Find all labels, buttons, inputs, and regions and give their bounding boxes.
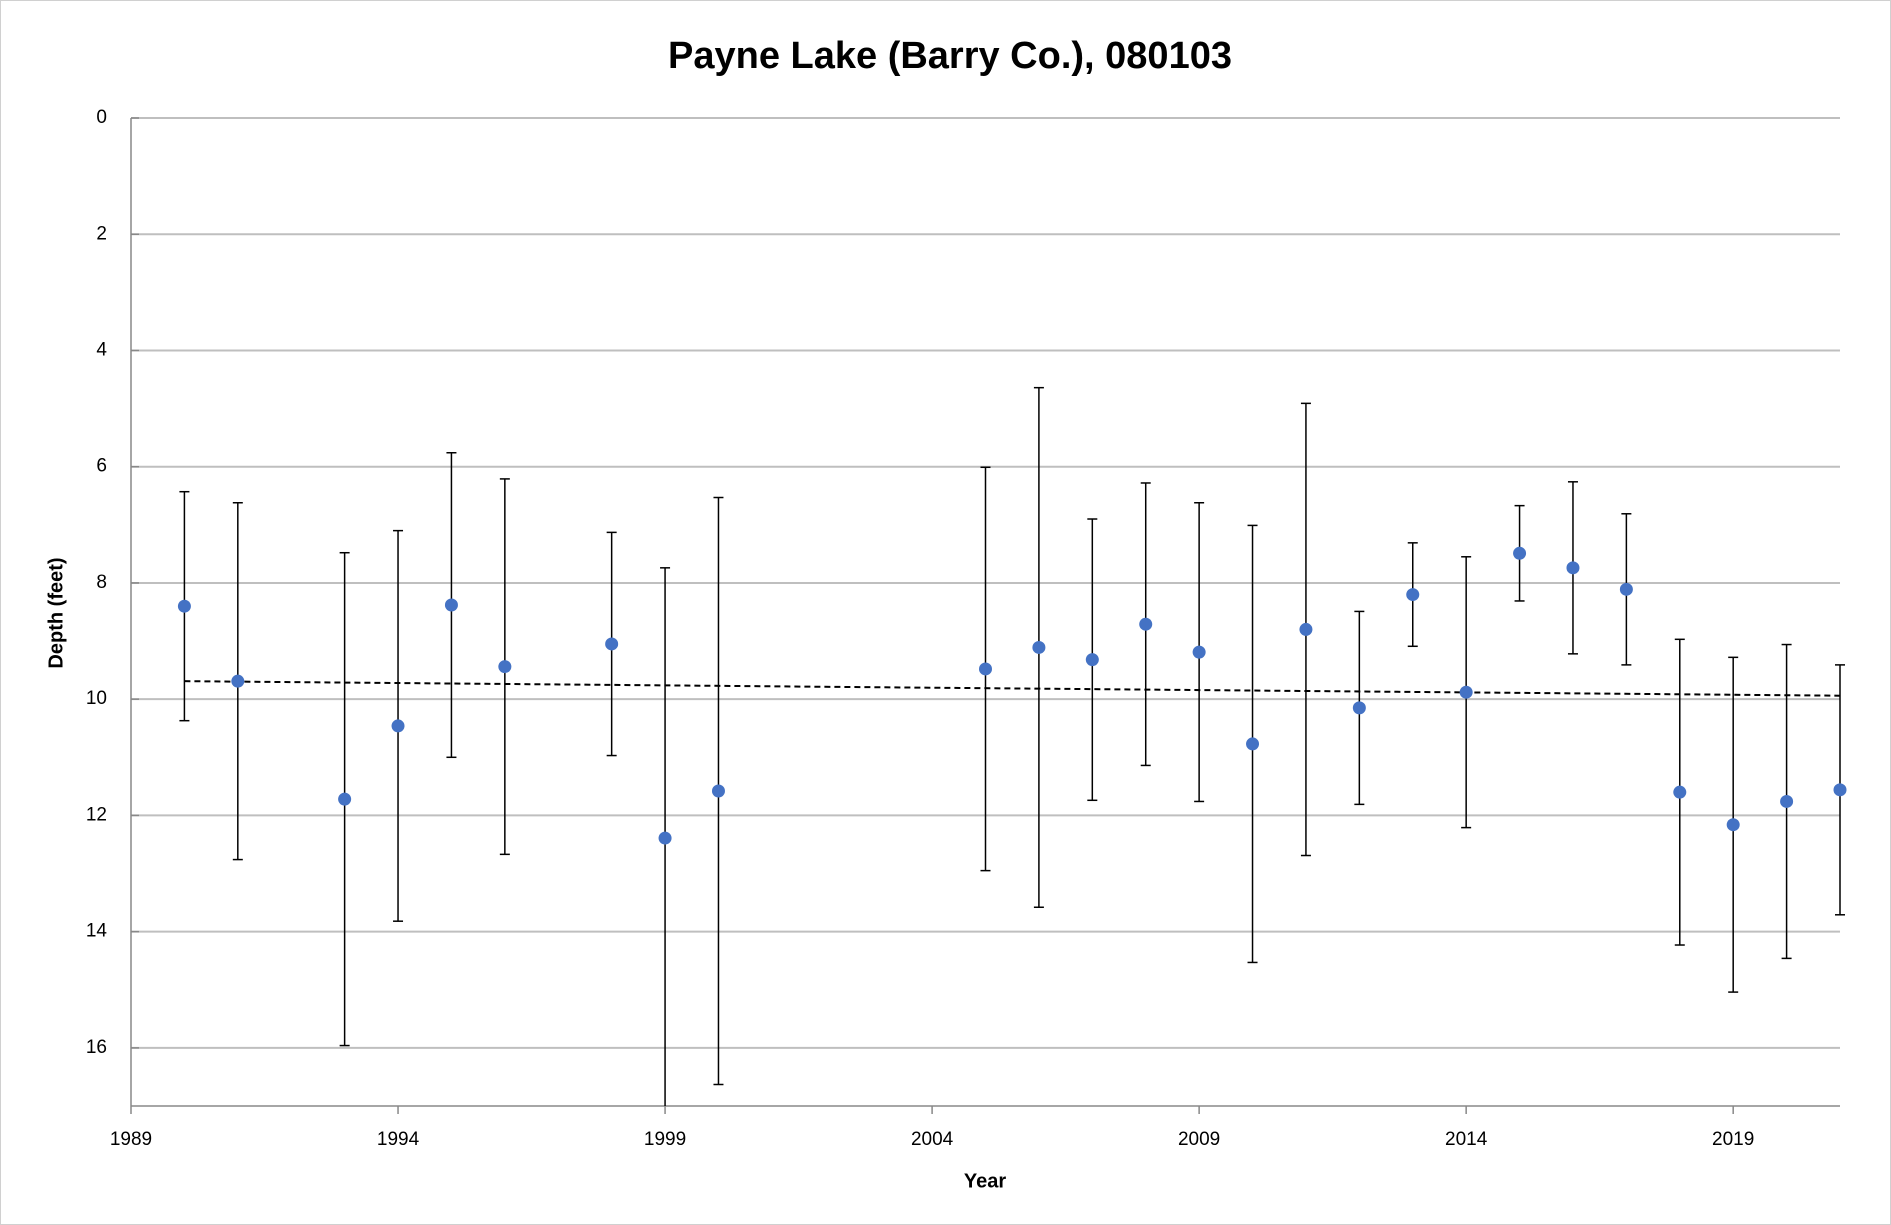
data-point (1192, 645, 1206, 659)
x-tick-label: 2004 (911, 1129, 954, 1150)
data-point (391, 719, 405, 733)
y-tick-label: 2 (96, 223, 107, 244)
y-tick-label: 14 (86, 921, 108, 942)
data-point (1299, 622, 1313, 636)
x-axis-label: Year (964, 1170, 1006, 1192)
data-point (1513, 546, 1527, 560)
trendline (184, 680, 1841, 697)
data-point (979, 662, 992, 676)
y-tick-label: 12 (86, 804, 107, 825)
y-tick-label: 10 (86, 688, 107, 709)
data-point (1032, 640, 1046, 654)
data-point (1566, 561, 1580, 575)
data-point (1139, 617, 1153, 631)
y-tick-label: 4 (96, 339, 107, 360)
x-tick-label: 2014 (1445, 1129, 1488, 1150)
x-tick-label: 2019 (1712, 1129, 1754, 1150)
y-tick-label: 6 (96, 456, 107, 477)
data-point (231, 674, 245, 688)
data-point (1406, 588, 1420, 602)
data-point (711, 784, 725, 798)
data-point (338, 792, 352, 806)
data-point (1780, 794, 1794, 808)
data-point (1459, 685, 1473, 699)
data-point (177, 599, 191, 613)
y-tick-label: 16 (86, 1037, 107, 1058)
x-tick-label: 2009 (1178, 1129, 1220, 1150)
y-tick-label: 0 (96, 107, 107, 128)
data-point (658, 831, 672, 845)
y-tick-label: 8 (96, 572, 107, 593)
plot-area (177, 386, 1847, 1106)
data-point (1352, 701, 1366, 715)
data-point (1833, 783, 1847, 797)
x-tick-label: 1989 (110, 1129, 152, 1150)
data-point (1085, 653, 1099, 667)
data-point (1726, 818, 1740, 832)
chart-title: Payne Lake (Barry Co.), 080103 (668, 35, 1232, 77)
y-axis-label: Depth (feet) (45, 557, 67, 668)
data-point (1246, 737, 1260, 751)
data-point (444, 598, 458, 612)
data-point (498, 660, 512, 674)
x-tick-label: 1999 (644, 1129, 686, 1150)
data-point (1619, 582, 1633, 596)
x-tick-label: 1994 (377, 1129, 420, 1150)
data-point (605, 637, 619, 651)
data-point (1673, 785, 1687, 799)
